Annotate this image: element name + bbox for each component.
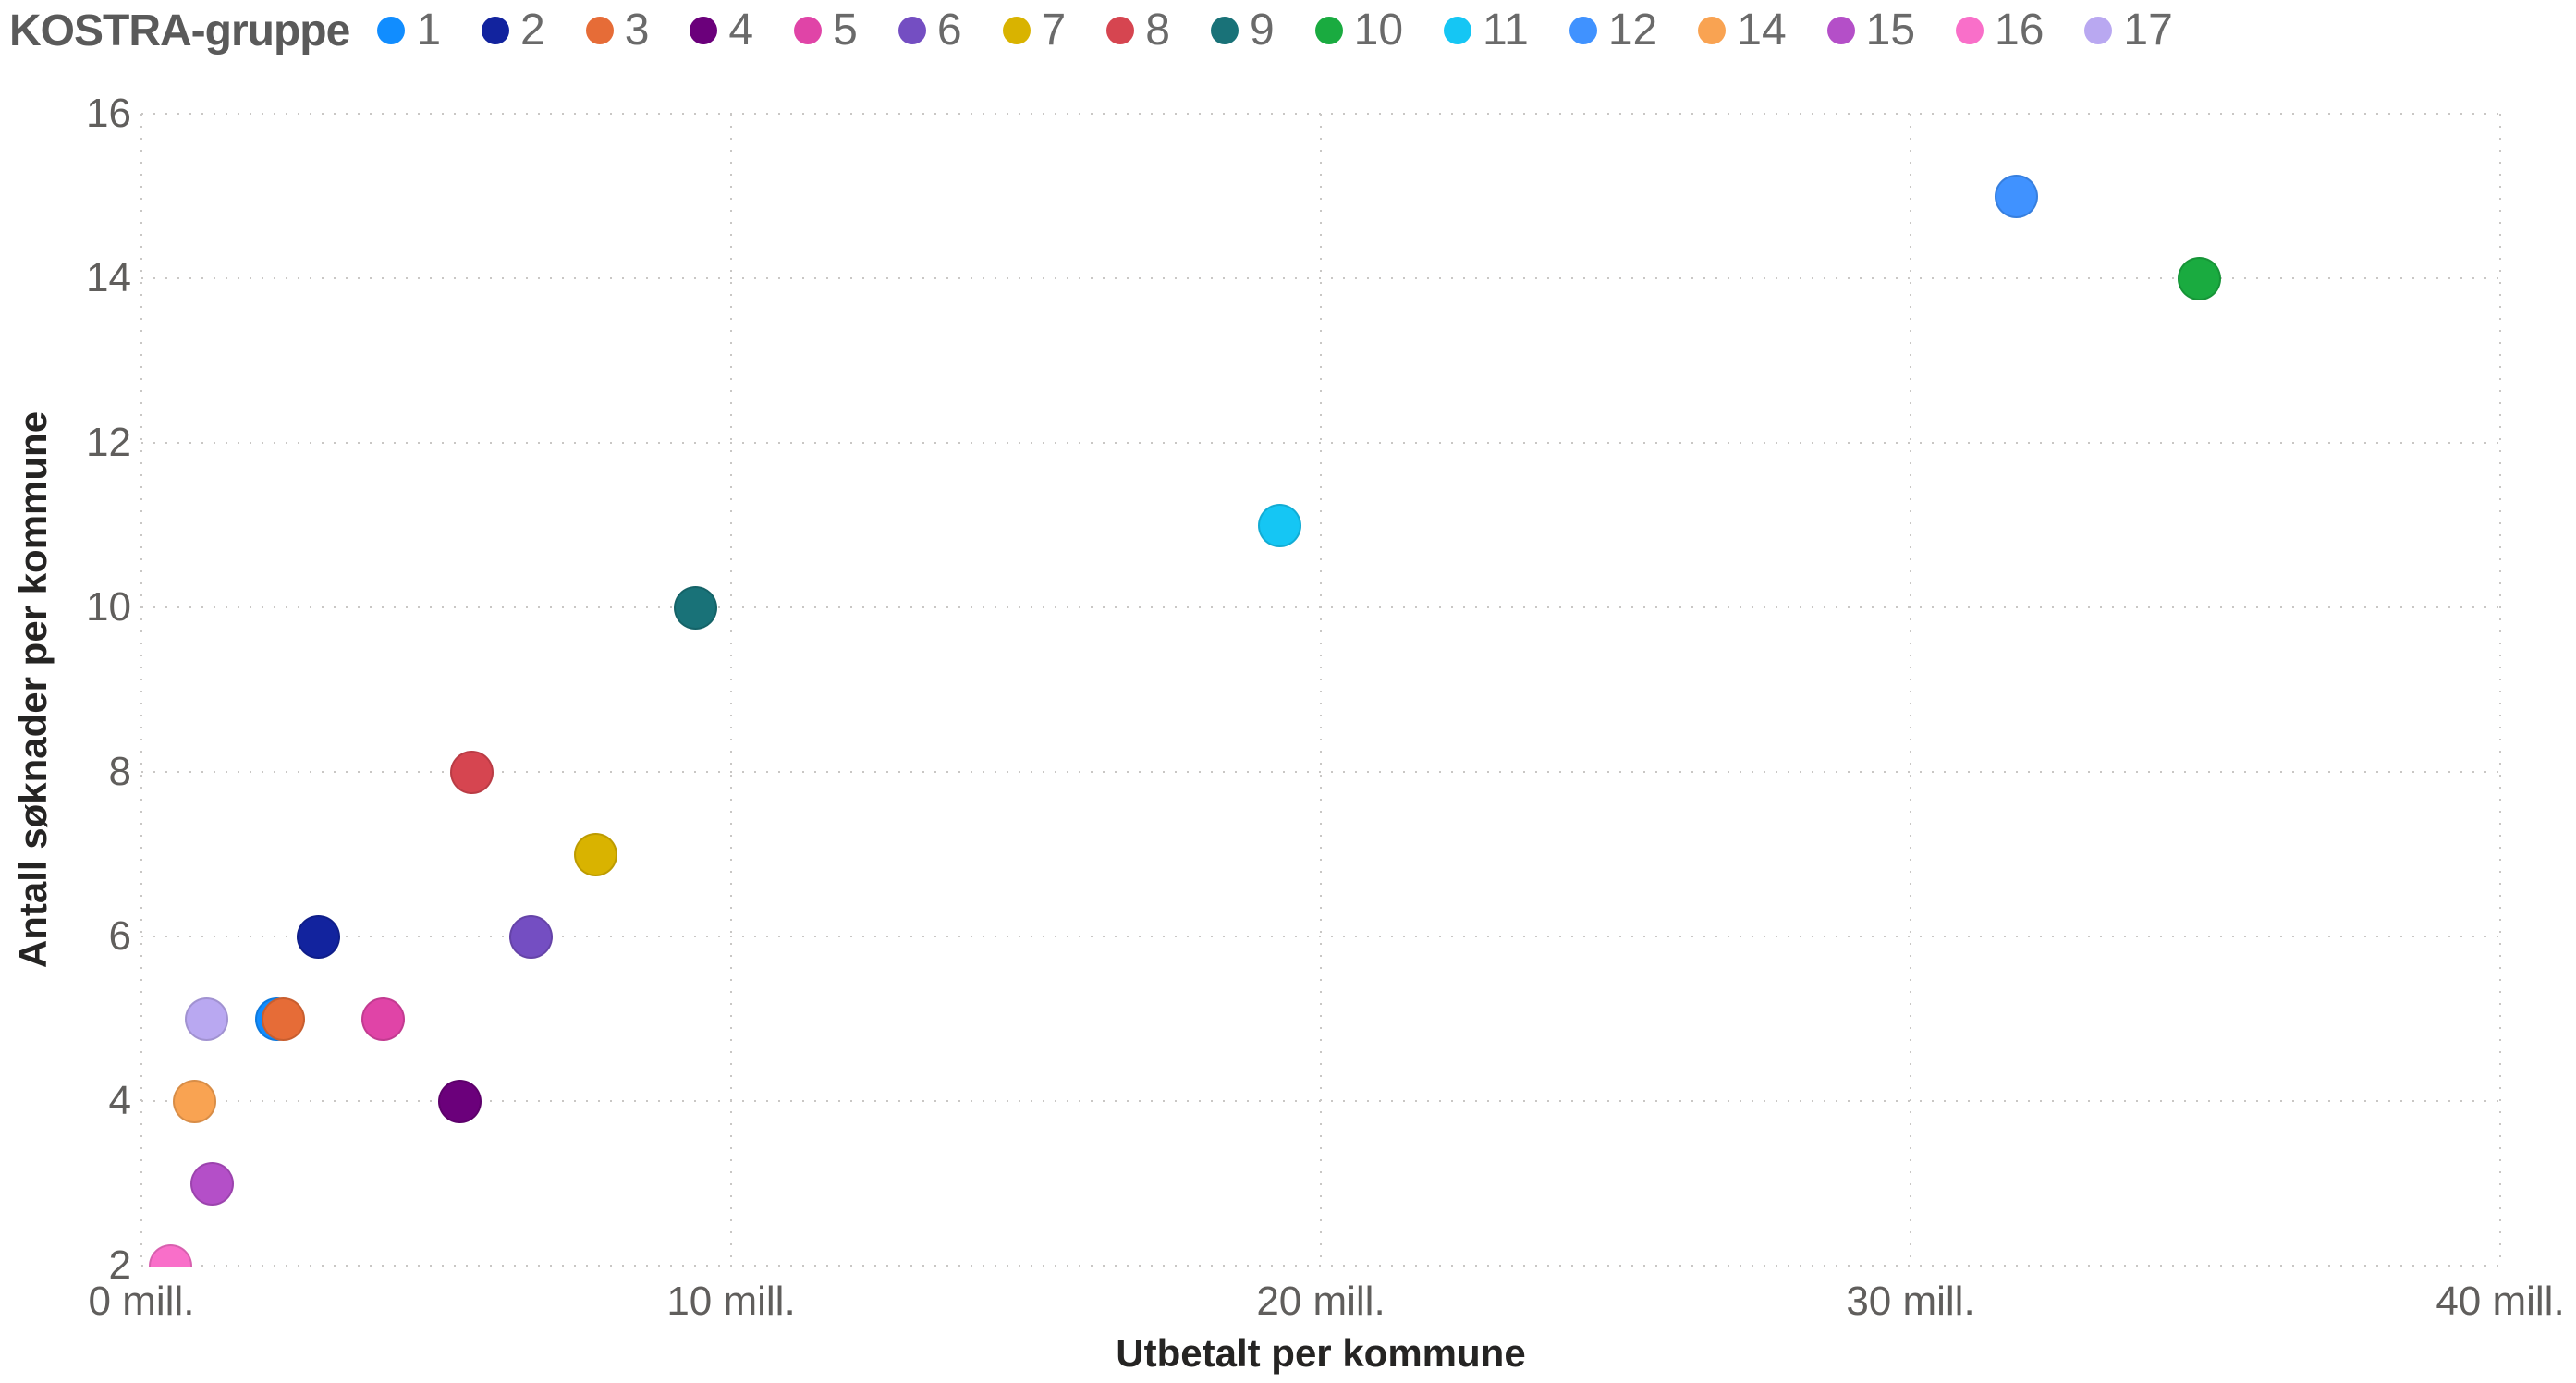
legend-item-label: 2 bbox=[520, 6, 545, 55]
data-point-group-9[interactable] bbox=[674, 585, 718, 630]
data-point-group-14[interactable] bbox=[172, 1079, 216, 1123]
data-point-group-6[interactable] bbox=[508, 914, 553, 959]
gridline-y-2 bbox=[141, 1265, 2500, 1267]
legend-item-7[interactable]: 7 bbox=[1002, 6, 1067, 55]
legend-item-14[interactable]: 14 bbox=[1698, 6, 1787, 55]
x-axis-title: Utbetalt per kommune bbox=[1116, 1331, 1526, 1375]
legend-dot-icon bbox=[585, 17, 614, 44]
gridline-x-10 bbox=[730, 114, 732, 1266]
data-point-group-15[interactable] bbox=[190, 1161, 235, 1206]
data-points-layer bbox=[149, 174, 2222, 1267]
legend-item-17[interactable]: 17 bbox=[2084, 6, 2173, 55]
legend-dot-icon bbox=[1106, 17, 1135, 44]
legend-dot-icon bbox=[1210, 17, 1239, 44]
data-point-group-5[interactable] bbox=[361, 997, 406, 1041]
legend-item-9[interactable]: 9 bbox=[1210, 6, 1275, 55]
legend-item-3[interactable]: 3 bbox=[585, 6, 650, 55]
gridline-x-30 bbox=[1910, 114, 1911, 1266]
legend-dot-icon bbox=[482, 17, 510, 44]
legend-item-label: 3 bbox=[624, 6, 650, 55]
legend-item-label: 9 bbox=[1249, 6, 1275, 55]
legend-item-label: 4 bbox=[728, 6, 754, 55]
x-tick-label: 0 mill. bbox=[88, 1279, 195, 1324]
legend-item-12[interactable]: 12 bbox=[1569, 8, 1657, 53]
data-point-group-3[interactable] bbox=[261, 997, 305, 1041]
data-point-group-16[interactable] bbox=[149, 1243, 193, 1267]
y-tick-label: 12 bbox=[86, 420, 131, 465]
x-tick-label: 40 mill. bbox=[2436, 1279, 2565, 1324]
x-tick-label: 20 mill. bbox=[1256, 1279, 1386, 1324]
legend-item-label: 7 bbox=[1041, 6, 1067, 55]
legend-dot-icon bbox=[897, 17, 926, 44]
legend-item-11[interactable]: 11 bbox=[1444, 8, 1529, 53]
legend-item-label: 1 bbox=[416, 6, 442, 55]
legend-item-15[interactable]: 15 bbox=[1826, 6, 1916, 55]
legend-bar: KOSTRA-gruppe 1 2 3 4 5 6 7 8 9 10 11 12 14 15 16 17 bbox=[9, 0, 2173, 61]
y-tick-label: 2 bbox=[108, 1242, 131, 1288]
legend-dot-icon bbox=[1444, 17, 1472, 44]
legend-item-label: 16 bbox=[1995, 6, 2045, 55]
legend-item-5[interactable]: 5 bbox=[794, 8, 858, 53]
legend-item-2[interactable]: 2 bbox=[482, 8, 545, 53]
x-tick-label: 30 mill. bbox=[1846, 1279, 1975, 1324]
legend-item-label: 14 bbox=[1737, 6, 1787, 55]
gridline-x-0 bbox=[140, 114, 142, 1266]
gridline-x-20 bbox=[1320, 114, 1322, 1266]
x-tick-label: 10 mill. bbox=[666, 1279, 796, 1324]
legend-dot-icon bbox=[794, 17, 823, 44]
legend-item-6[interactable]: 6 bbox=[897, 6, 962, 55]
legend-item-label: 17 bbox=[2123, 6, 2173, 55]
data-point-group-11[interactable] bbox=[1257, 503, 1301, 547]
legend-item-label: 11 bbox=[1483, 6, 1529, 55]
data-point-group-17[interactable] bbox=[184, 997, 228, 1041]
legend-dot-icon bbox=[1569, 17, 1597, 44]
legend-dot-icon bbox=[1826, 17, 1855, 44]
y-axis-title: Antall søknader per kommune bbox=[11, 410, 55, 969]
legend-item-8[interactable]: 8 bbox=[1106, 8, 1170, 53]
data-point-group-2[interactable] bbox=[296, 914, 340, 959]
legend: 1 2 3 4 5 6 7 8 9 10 11 12 14 15 16 17 bbox=[377, 8, 2173, 53]
legend-item-label: 12 bbox=[1607, 6, 1658, 55]
y-tick-label: 6 bbox=[108, 913, 131, 959]
data-point-group-12[interactable] bbox=[1995, 174, 2039, 218]
legend-item-label: 10 bbox=[1353, 6, 1404, 55]
legend-dot-icon bbox=[1314, 17, 1343, 44]
y-tick-label: 14 bbox=[86, 255, 131, 300]
legend-item-10[interactable]: 10 bbox=[1314, 6, 1404, 55]
data-point-group-10[interactable] bbox=[2178, 256, 2222, 300]
data-point-group-8[interactable] bbox=[449, 750, 494, 794]
legend-dot-icon bbox=[2084, 17, 2113, 44]
legend-title: KOSTRA-gruppe bbox=[9, 6, 350, 55]
legend-item-label: 6 bbox=[936, 6, 962, 55]
legend-item-4[interactable]: 4 bbox=[690, 8, 753, 53]
y-tick-label: 10 bbox=[86, 584, 131, 630]
y-tick-label: 4 bbox=[108, 1078, 131, 1123]
data-point-group-7[interactable] bbox=[573, 832, 617, 876]
legend-item-label: 15 bbox=[1865, 6, 1916, 55]
y-tick-label: 16 bbox=[86, 91, 131, 136]
legend-dot-icon bbox=[1698, 17, 1727, 44]
legend-dot-icon bbox=[1002, 17, 1031, 44]
legend-item-label: 5 bbox=[833, 6, 858, 55]
legend-item-1[interactable]: 1 bbox=[377, 8, 441, 53]
legend-dot-icon bbox=[377, 17, 406, 44]
gridline-x-40 bbox=[2499, 114, 2501, 1266]
legend-dot-icon bbox=[1956, 17, 1984, 44]
legend-dot-icon bbox=[690, 17, 718, 44]
legend-item-16[interactable]: 16 bbox=[1956, 8, 2044, 53]
legend-item-label: 8 bbox=[1145, 6, 1170, 55]
y-tick-label: 8 bbox=[108, 749, 131, 794]
data-point-group-4[interactable] bbox=[438, 1079, 482, 1123]
